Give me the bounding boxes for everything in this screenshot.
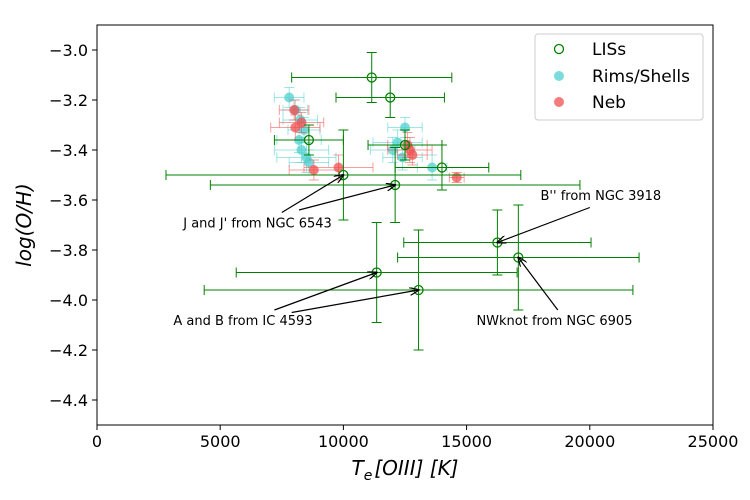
plot-frame <box>96 24 714 426</box>
annotation-label: B'' from NGC 3918 <box>541 189 662 204</box>
data-point <box>289 105 300 115</box>
data-point <box>284 92 295 103</box>
annotation-layer: J and J' from NGC 6543 A and B from IC 45… <box>173 175 661 329</box>
y-tick-label: −4.2 <box>49 341 88 360</box>
annotation-label: NWknot from NGC 6905 <box>476 314 632 329</box>
y-tick-label: −4.4 <box>49 391 88 410</box>
legend-label-liss: LISs <box>592 40 626 60</box>
annotation: J and J' from NGC 6543 <box>182 175 395 232</box>
y-tick-label: −3.8 <box>49 241 88 260</box>
data-point <box>296 117 307 128</box>
annotation: A and B from IC 4593 <box>173 273 419 329</box>
data-point <box>399 139 411 151</box>
annotation-arrow <box>291 290 419 314</box>
y-tick-label: −3.6 <box>49 191 88 210</box>
x-axis-ticks: 0 5000 10000 15000 20000 25000 <box>92 425 739 451</box>
data-point <box>436 162 448 173</box>
y-tick-label: −3.4 <box>49 141 88 160</box>
x-tick-label: 20000 <box>564 432 615 451</box>
annotation-label: A and B from IC 4593 <box>173 314 312 329</box>
y-axis-title: log(O/H) <box>12 183 36 267</box>
annotation-arrow <box>281 175 344 214</box>
legend-marker-liss <box>553 43 565 55</box>
legend-marker-rims <box>554 71 564 81</box>
x-tick-label: 0 <box>92 432 102 451</box>
data-point <box>296 145 307 155</box>
annotation: NWknot from NGC 6905 <box>476 258 632 329</box>
annotation-arrow <box>497 206 591 243</box>
y-tick-label: −3.0 <box>49 41 88 60</box>
data-point <box>303 134 315 146</box>
data-point <box>366 72 377 83</box>
annotation-arrow <box>298 185 395 211</box>
annotation: B'' from NGC 3918 <box>497 189 661 243</box>
legend-box <box>534 33 704 121</box>
error-bar <box>335 77 445 118</box>
y-tick-label: −4.0 <box>49 291 88 310</box>
error-bar <box>394 144 490 191</box>
legend-label-neb: Neb <box>592 93 626 113</box>
x-tick-label: 15000 <box>441 432 492 451</box>
data-point <box>451 172 462 183</box>
x-tick-label: 25000 <box>688 432 739 451</box>
y-axis-ticks: −3.0 −3.2 −3.4 −3.6 −3.8 −4.0 −4.2 −4.4 <box>49 41 97 410</box>
annotation-arrow <box>274 273 376 311</box>
y-tick-label: −3.2 <box>49 91 88 110</box>
legend-marker-neb <box>554 97 564 107</box>
x-tick-label: 5000 <box>200 432 241 451</box>
legend: LISs Rims/Shells Neb <box>534 33 704 121</box>
x-tick-label: 10000 <box>318 432 369 451</box>
data-point <box>407 150 418 160</box>
error-bar <box>291 52 453 103</box>
error-bar <box>367 129 443 161</box>
data-point <box>385 92 396 103</box>
x-axis-title: Te [OIII] [K] <box>352 456 459 484</box>
legend-label-rims: Rims/Shells <box>592 67 690 87</box>
annotation-arrow <box>518 258 559 311</box>
annotation-label: J and J' from NGC 6543 <box>182 217 332 232</box>
data-point <box>308 165 319 175</box>
